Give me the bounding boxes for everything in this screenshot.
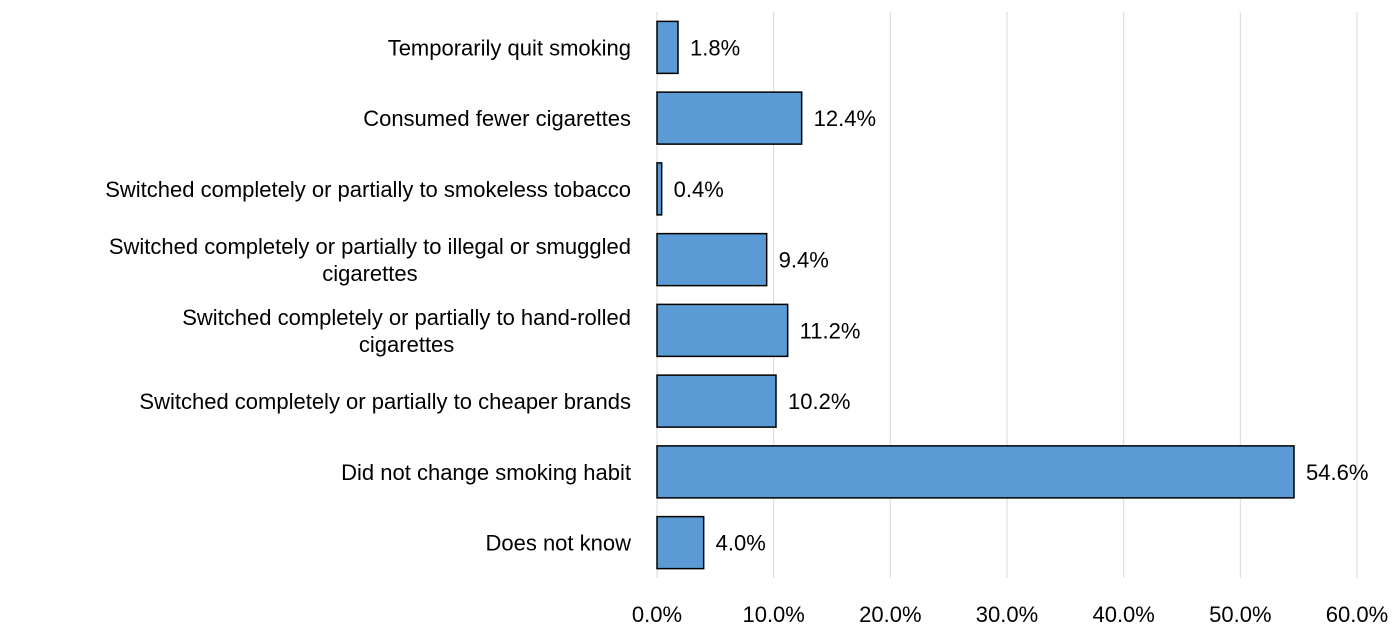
category-label: Switched completely or partially to smok…: [105, 177, 631, 202]
category-label: Switched completely or partially to chea…: [139, 389, 631, 414]
data-label: 54.6%: [1306, 460, 1368, 485]
bar: [656, 20, 679, 75]
data-labels: 1.8% 12.4% 0.4% 9.4% 11.2% 10.2% 54.6% 4.0%: [674, 35, 1369, 555]
category-label-line: Switched completely or partially to ille…: [109, 234, 631, 259]
bar: [656, 232, 768, 287]
bar: [656, 162, 663, 216]
category-label: Does not know: [485, 531, 631, 556]
category-label: Did not change smoking habit: [341, 460, 631, 485]
data-label: 12.4%: [814, 106, 876, 131]
bar: [656, 445, 1295, 499]
x-tick-label: 10.0%: [742, 602, 804, 627]
bars: [656, 20, 1295, 570]
x-tick-label: 30.0%: [976, 602, 1038, 627]
category-label: Consumed fewer cigarettes: [363, 106, 631, 131]
category-label-line: cigarettes: [322, 261, 417, 286]
category-label-line: Switched completely or partially to hand…: [182, 305, 631, 330]
x-tick-label: 20.0%: [859, 602, 921, 627]
data-label: 4.0%: [716, 531, 766, 556]
category-label: Temporarily quit smoking: [388, 35, 631, 60]
x-tick-label: 60.0%: [1326, 602, 1388, 627]
x-tick-label: 40.0%: [1092, 602, 1154, 627]
data-label: 11.2%: [800, 318, 861, 343]
x-axis-tick-labels: 0.0% 10.0% 20.0% 30.0% 40.0% 50.0% 60.0%: [632, 602, 1388, 627]
bar: [656, 303, 789, 358]
category-labels: Temporarily quit smoking Consumed fewer c…: [105, 35, 631, 555]
bar: [656, 374, 777, 428]
data-label: 10.2%: [788, 389, 850, 414]
x-tick-label: 0.0%: [632, 602, 682, 627]
bar: [656, 515, 705, 570]
bar: [656, 91, 803, 145]
data-label: 1.8%: [690, 35, 740, 60]
x-tick-label: 50.0%: [1209, 602, 1271, 627]
data-label: 9.4%: [779, 248, 829, 273]
category-label-line: cigarettes: [359, 332, 454, 357]
data-label: 0.4%: [674, 177, 724, 202]
